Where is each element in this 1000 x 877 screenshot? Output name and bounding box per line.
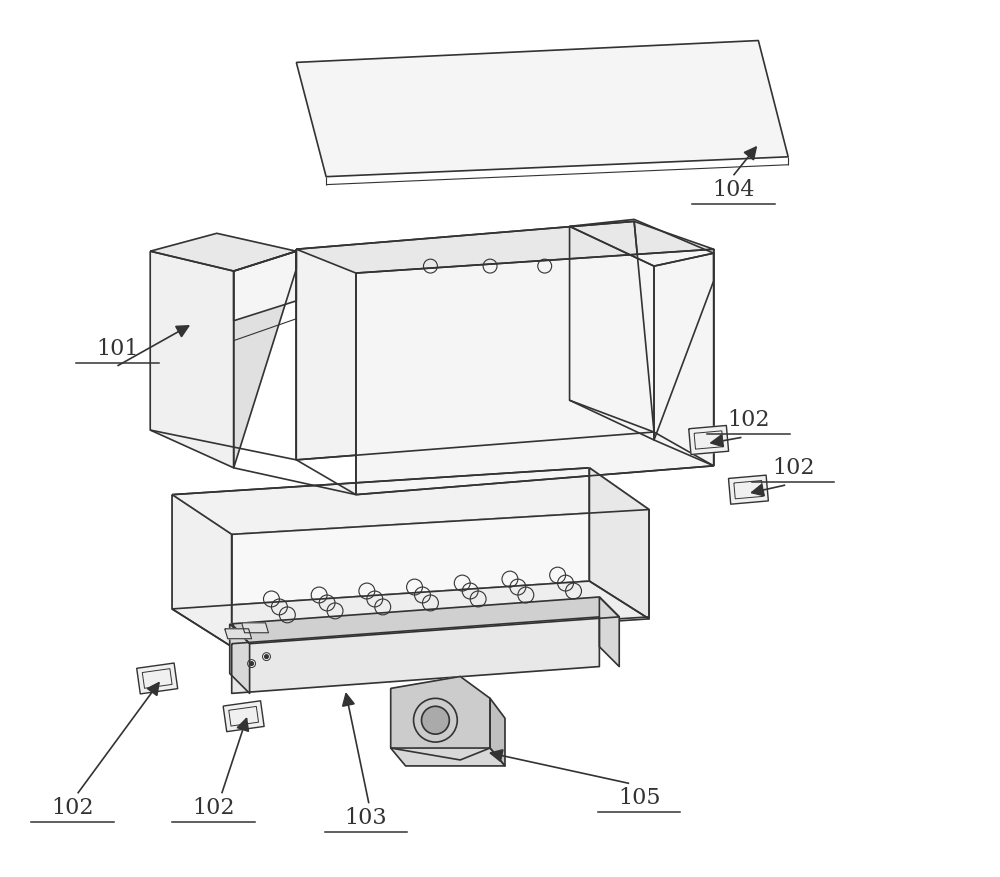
Polygon shape [343, 694, 354, 706]
Text: 105: 105 [618, 787, 660, 809]
Polygon shape [237, 718, 249, 731]
Polygon shape [232, 597, 619, 644]
Text: 102: 102 [772, 457, 814, 479]
Polygon shape [296, 221, 654, 460]
Polygon shape [137, 663, 178, 694]
Polygon shape [234, 251, 296, 467]
Polygon shape [225, 629, 252, 638]
Polygon shape [751, 484, 764, 496]
Polygon shape [490, 698, 505, 766]
Polygon shape [232, 617, 599, 694]
Polygon shape [296, 40, 788, 176]
Polygon shape [147, 682, 159, 695]
Polygon shape [570, 226, 654, 440]
Polygon shape [391, 676, 490, 760]
Polygon shape [242, 623, 268, 633]
Text: 101: 101 [96, 338, 139, 360]
Circle shape [265, 654, 268, 659]
Circle shape [250, 661, 254, 666]
Polygon shape [234, 251, 296, 321]
Polygon shape [689, 425, 729, 454]
Polygon shape [356, 249, 714, 495]
Text: 102: 102 [51, 796, 94, 818]
Polygon shape [172, 467, 589, 609]
Circle shape [422, 706, 449, 734]
Polygon shape [570, 219, 714, 266]
Polygon shape [589, 467, 649, 619]
Text: 102: 102 [727, 409, 770, 431]
Polygon shape [172, 581, 649, 646]
Polygon shape [296, 221, 714, 273]
Polygon shape [150, 251, 234, 467]
Polygon shape [599, 597, 619, 667]
Polygon shape [223, 701, 264, 731]
Polygon shape [728, 475, 768, 504]
Text: 104: 104 [712, 179, 755, 201]
Polygon shape [172, 495, 232, 646]
Polygon shape [391, 748, 505, 766]
Polygon shape [654, 253, 714, 440]
Text: 102: 102 [193, 796, 235, 818]
Text: 103: 103 [345, 807, 387, 829]
Polygon shape [176, 325, 189, 337]
Polygon shape [172, 467, 649, 534]
Polygon shape [711, 435, 723, 446]
Polygon shape [490, 750, 503, 761]
Polygon shape [232, 510, 649, 644]
Polygon shape [230, 624, 250, 694]
Polygon shape [150, 233, 296, 271]
Polygon shape [744, 146, 756, 160]
